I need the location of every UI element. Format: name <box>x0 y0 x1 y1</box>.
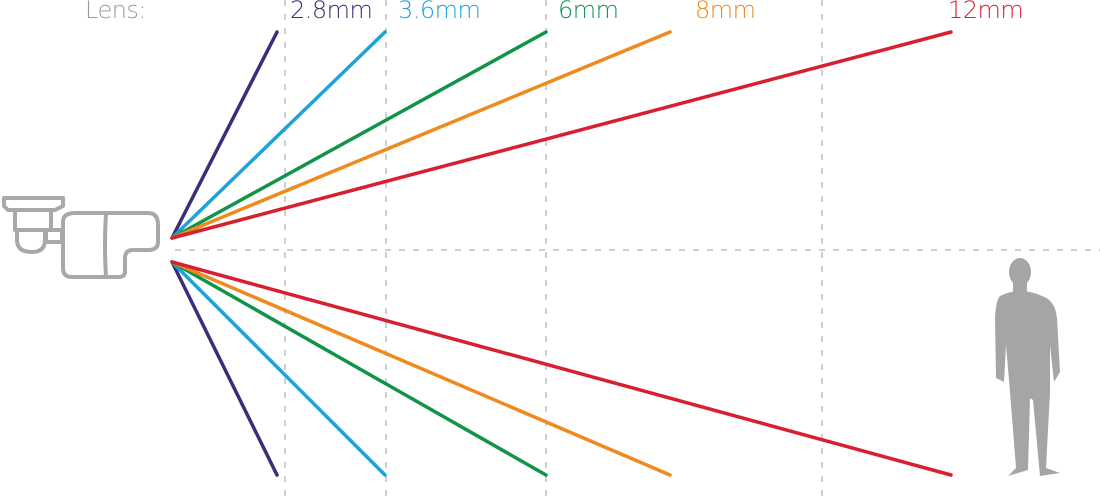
ray-2-8mm-lower <box>170 260 279 477</box>
ray-2-8mm-upper <box>170 30 279 240</box>
ray-12mm-lower <box>170 260 953 477</box>
lens-label-8mm: 8mm <box>695 0 756 24</box>
ray-3-6mm-lower <box>170 260 387 477</box>
lens-label-3-6mm: 3.6mm <box>398 0 481 24</box>
lens-label-6mm: 6mm <box>558 0 619 24</box>
ray-6mm-upper <box>170 30 548 240</box>
ray-8mm-lower <box>170 260 672 477</box>
lens-label-2-8mm: 2.8mm <box>290 0 373 24</box>
ray-6mm-lower <box>170 260 548 477</box>
bullet-camera-icon <box>2 196 160 279</box>
ray-8mm-upper <box>170 30 672 240</box>
grid-lines <box>175 0 1100 497</box>
lens-legend-label: Lens: <box>85 0 147 24</box>
field-of-view-rays <box>170 30 953 477</box>
person-silhouette-icon <box>995 258 1060 476</box>
lens-label-12mm: 12mm <box>948 0 1024 24</box>
ray-3-6mm-upper <box>170 30 387 240</box>
ray-12mm-upper <box>170 30 953 240</box>
